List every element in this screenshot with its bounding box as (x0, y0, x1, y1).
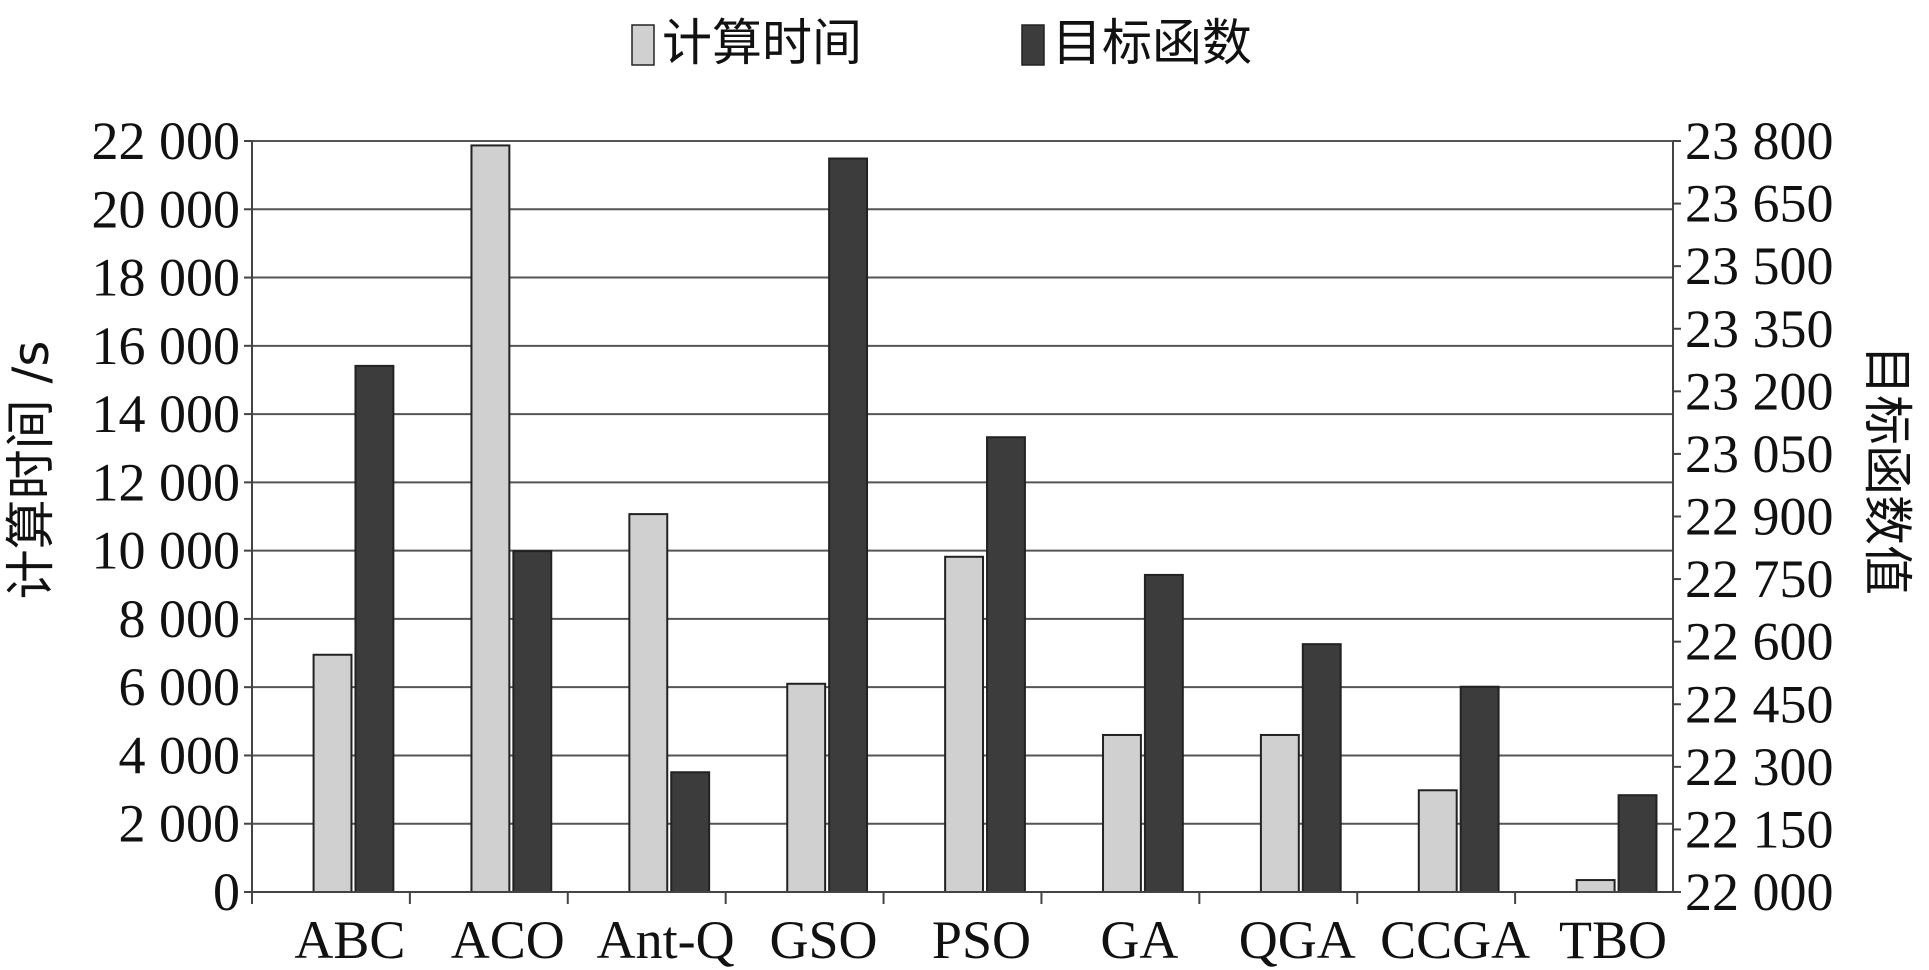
y2-tick-label: 23 350 (1685, 299, 1834, 359)
y-tick-label: 20 000 (92, 179, 241, 239)
bar-time-QGA (1259, 733, 1300, 893)
bar-objective-ABC (354, 364, 395, 894)
y2-tick-label: 23 650 (1685, 174, 1834, 234)
y-tick-label: 8 000 (119, 589, 241, 649)
bar-time-ACO (470, 144, 511, 893)
x-tick-label: QGA (1239, 910, 1356, 970)
y-tick-label: 14 000 (92, 384, 241, 444)
bar-time-Ant-Q (628, 513, 669, 894)
bar-objective-PSO (986, 436, 1026, 893)
y-tick-label: 2 000 (119, 794, 241, 854)
y-tick-label: 16 000 (92, 316, 241, 376)
y2-tick-label: 22 000 (1685, 862, 1834, 922)
x-tick-label: ACO (451, 910, 565, 970)
y2-axis-title: 目标函数值 (1858, 345, 1916, 595)
y-tick-label: 22 000 (92, 111, 241, 171)
x-tick-label: CCGA (1380, 910, 1530, 970)
bar-time-PSO (944, 555, 985, 893)
bar-objective-ACO (512, 550, 553, 893)
bar-time-CCGA (1417, 789, 1458, 893)
bar-time-ABC (312, 653, 353, 893)
y-tick-label: 18 000 (92, 248, 241, 308)
x-tick-label: Ant-Q (597, 910, 735, 970)
y-tick-label: 4 000 (119, 725, 241, 785)
bar-time-GA (1102, 733, 1142, 893)
bars (312, 144, 1658, 894)
y-tick-label: 12 000 (92, 452, 241, 512)
bar-objective-GA (1143, 573, 1184, 894)
y-axis-title: 计算时间 /s (2, 341, 60, 600)
bar-objective-GSO (828, 157, 869, 894)
x-tick-label: GA (1100, 910, 1178, 970)
y2-tick-label: 22 300 (1685, 737, 1834, 797)
y2-tick-label: 23 200 (1685, 361, 1834, 421)
bar-time-GSO (786, 682, 827, 893)
y-tick-label: 10 000 (92, 521, 241, 581)
bar-time-TBO (1575, 879, 1616, 893)
bar-objective-QGA (1301, 643, 1342, 893)
y2-tick-label: 22 750 (1685, 549, 1834, 609)
legend-swatch-time (631, 24, 655, 66)
y2-tick-label: 23 800 (1685, 111, 1834, 171)
x-tick-label: TBO (1559, 910, 1667, 970)
legend-label-objective: 目标函数 (1052, 14, 1252, 72)
y2-tick-label: 23 500 (1685, 236, 1834, 296)
axes (244, 140, 1681, 904)
legend: 计算时间 目标函数 (631, 14, 1252, 72)
bar-objective-TBO (1617, 794, 1658, 894)
legend-swatch-objective (1021, 24, 1045, 66)
bar-objective-CCGA (1459, 685, 1500, 894)
tick-labels: 0 2 000 4 000 6 000 8 000 10 000 12 000 14 000 1… (92, 111, 1834, 970)
bar-objective-Ant-Q (670, 771, 711, 893)
y2-tick-label: 23 050 (1685, 424, 1834, 484)
y-tick-label: 0 (213, 862, 240, 922)
legend-label-time: 计算时间 (662, 14, 862, 72)
x-tick-label: ABC (294, 910, 405, 970)
y-tick-label: 6 000 (119, 657, 241, 717)
y2-tick-label: 22 600 (1685, 612, 1834, 672)
x-tick-label: GSO (770, 910, 878, 970)
x-tick-label: PSO (932, 910, 1031, 970)
y2-tick-label: 22 900 (1685, 487, 1834, 547)
y2-tick-label: 22 150 (1685, 799, 1834, 859)
y2-tick-label: 22 450 (1685, 674, 1834, 734)
